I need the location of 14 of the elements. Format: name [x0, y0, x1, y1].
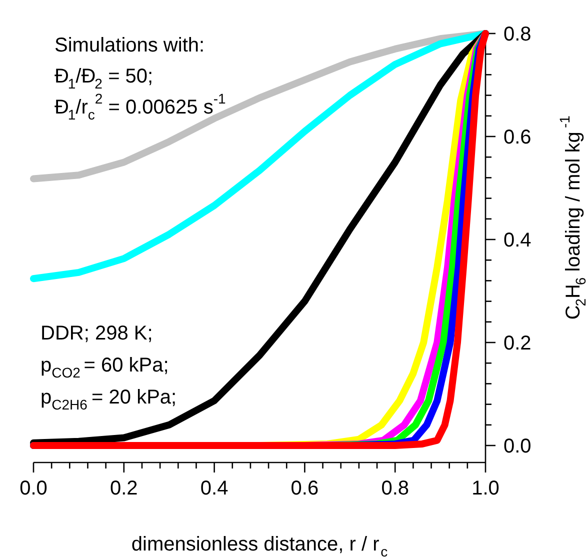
x-tick-label: 0.2 — [110, 478, 138, 500]
x-tick-label: 0.8 — [381, 478, 410, 500]
y-tick-label: 0.6 — [504, 126, 532, 148]
x-tick-label: 1.0 — [472, 478, 500, 500]
y-tick-label: 0.0 — [504, 436, 532, 458]
y-tick-label: 0.2 — [504, 332, 532, 355]
annotation: DDR; 298 K; — [40, 322, 153, 344]
y-tick-label: 0.8 — [504, 24, 532, 46]
x-tick-label: 0.6 — [290, 478, 319, 500]
annotation: Simulations with: — [54, 34, 205, 56]
y-axis-title: C2H6 loading / mol kg-1 — [556, 115, 588, 320]
x-tick-label: 0.4 — [200, 478, 228, 500]
x-tick-label: 0.0 — [20, 478, 48, 500]
y-tick-label: 0.4 — [504, 230, 532, 252]
